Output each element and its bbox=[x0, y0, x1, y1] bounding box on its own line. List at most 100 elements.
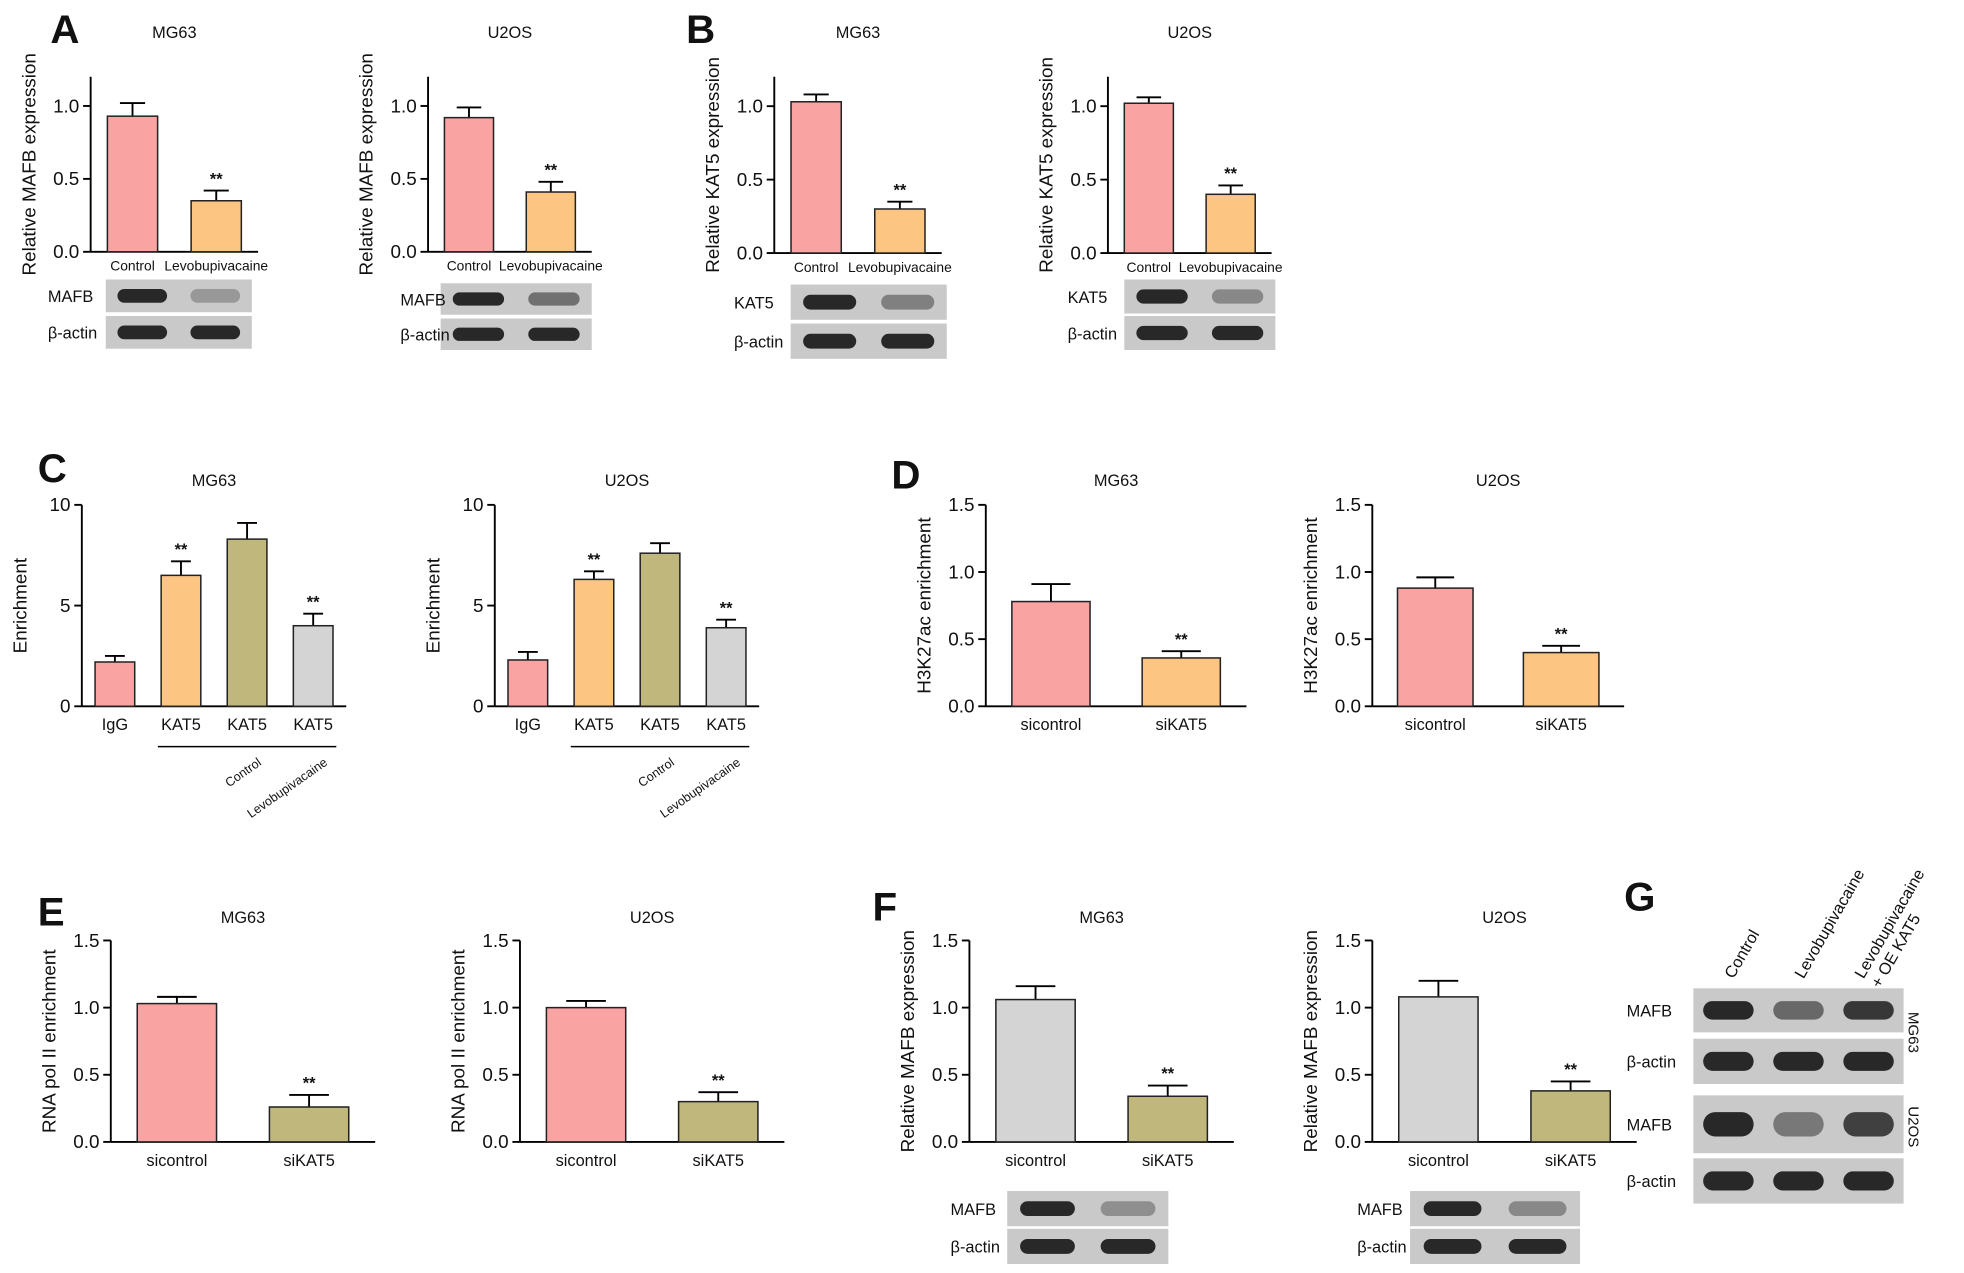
blot-band bbox=[1136, 289, 1188, 304]
blot-band bbox=[1423, 1239, 1482, 1254]
blot-band bbox=[803, 333, 857, 349]
blot-band bbox=[190, 288, 241, 303]
y-tick-label: 1.0 bbox=[1335, 998, 1361, 1019]
significance: ** bbox=[175, 541, 188, 559]
y-tick-label: 0.5 bbox=[948, 629, 974, 650]
chart-title: MG63 bbox=[836, 24, 881, 42]
bar bbox=[136, 1002, 218, 1143]
y-tick-label: 1.5 bbox=[1335, 495, 1361, 516]
blot-band bbox=[1100, 1239, 1156, 1254]
bar bbox=[1011, 600, 1091, 708]
y-tick-label: 1.5 bbox=[932, 931, 958, 952]
blot-row-label: β-actin bbox=[48, 325, 97, 343]
chart-title: U2OS bbox=[1167, 24, 1212, 42]
x-tick-label: siKAT5 bbox=[1155, 716, 1207, 734]
y-axis-label: Enrichment bbox=[423, 557, 444, 653]
x-tick-label: IgG bbox=[102, 716, 128, 734]
blot-band bbox=[1773, 1051, 1824, 1071]
blot-band bbox=[117, 325, 168, 340]
y-tick-label: 1.0 bbox=[737, 96, 763, 117]
y-tick-label: 0.0 bbox=[932, 1132, 958, 1153]
y-tick-label: 0.0 bbox=[482, 1132, 508, 1153]
y-tick-label: 1.0 bbox=[948, 562, 974, 583]
y-tick-label: 1.5 bbox=[482, 931, 508, 952]
blot-band bbox=[452, 327, 505, 341]
x-tick-label: KAT5 bbox=[293, 716, 333, 734]
y-tick-label: 0.5 bbox=[390, 169, 416, 190]
blot-row-label: MAFB bbox=[1627, 1003, 1673, 1021]
x-tick-label: siKAT5 bbox=[283, 1152, 335, 1170]
group-label: Control bbox=[636, 755, 677, 790]
y-tick-label: 0.0 bbox=[737, 243, 763, 264]
blot-row-label: MAFB bbox=[48, 288, 94, 306]
x-tick-label: siKAT5 bbox=[1142, 1152, 1194, 1170]
x-tick-label: KAT5 bbox=[706, 716, 746, 734]
significance: ** bbox=[1555, 626, 1568, 644]
y-tick-label: 1.0 bbox=[53, 96, 79, 117]
significance: ** bbox=[588, 551, 601, 569]
blot-band bbox=[1843, 1171, 1894, 1191]
panel-letter: D bbox=[891, 452, 920, 497]
panel-letter: F bbox=[872, 884, 897, 929]
y-tick-label: 0.5 bbox=[1335, 629, 1361, 650]
blot-row-label: β-actin bbox=[400, 327, 449, 345]
significance: ** bbox=[303, 1075, 316, 1093]
y-tick-label: 1.5 bbox=[73, 931, 99, 952]
significance: ** bbox=[1161, 1065, 1174, 1083]
x-tick-label: Control bbox=[447, 258, 492, 274]
bar bbox=[190, 200, 243, 253]
panel-letter: E bbox=[38, 889, 65, 934]
x-tick-label: siKAT5 bbox=[693, 1152, 745, 1170]
blot-band bbox=[1843, 1051, 1894, 1071]
y-tick-label: 0.0 bbox=[1070, 243, 1096, 264]
x-tick-label: siKAT5 bbox=[1545, 1152, 1597, 1170]
y-axis-label: Relative MAFB expression bbox=[1301, 930, 1322, 1152]
y-axis-label: RNA pol II enrichment bbox=[449, 949, 470, 1133]
y-tick-label: 0.0 bbox=[390, 242, 416, 263]
y-tick-label: 0.0 bbox=[73, 1132, 99, 1153]
significance: ** bbox=[1564, 1061, 1577, 1079]
y-axis-label: Relative MAFB expression bbox=[19, 53, 40, 275]
x-tick-label: sicontrol bbox=[1408, 1152, 1469, 1170]
y-tick-label: 0.5 bbox=[73, 1065, 99, 1086]
blot-band bbox=[1843, 1001, 1894, 1020]
y-tick-label: 1.0 bbox=[73, 998, 99, 1019]
x-tick-label: KAT5 bbox=[227, 716, 267, 734]
bar bbox=[1397, 996, 1479, 1143]
blot-band bbox=[1703, 1171, 1754, 1191]
x-tick-label: sicontrol bbox=[556, 1152, 617, 1170]
blot-row-label: β-actin bbox=[1627, 1054, 1676, 1072]
blot-band bbox=[190, 325, 241, 340]
blot-band bbox=[528, 292, 580, 306]
blot-band bbox=[1211, 289, 1264, 304]
blot-band bbox=[881, 333, 935, 349]
significance: ** bbox=[1175, 631, 1188, 649]
bar bbox=[160, 574, 202, 708]
y-tick-label: 0.5 bbox=[1335, 1065, 1361, 1086]
y-tick-label: 1.0 bbox=[1070, 96, 1096, 117]
y-tick-label: 0.0 bbox=[53, 242, 79, 263]
blot-band bbox=[1773, 1171, 1824, 1191]
y-axis-label: Relative MAFB expression bbox=[357, 53, 378, 275]
chart-title: MG63 bbox=[1079, 909, 1124, 927]
y-tick-label: 10 bbox=[50, 495, 71, 516]
bar bbox=[1127, 1095, 1209, 1143]
blot-band bbox=[1020, 1201, 1075, 1217]
bar bbox=[705, 626, 747, 708]
blot-band bbox=[1211, 325, 1264, 341]
bar bbox=[1522, 651, 1600, 708]
x-tick-label: Levobupivacaine bbox=[1179, 259, 1283, 275]
figure-body: A B C D E F G MG63 Relative MAFB expression 0.0 0.… bbox=[10, 7, 1928, 1265]
bar bbox=[1205, 193, 1256, 254]
y-tick-label: 0.5 bbox=[932, 1065, 958, 1086]
cell-line-label: U2OS bbox=[1905, 1106, 1922, 1147]
y-tick-label: 10 bbox=[462, 495, 483, 516]
bar bbox=[873, 208, 926, 254]
y-tick-label: 0.5 bbox=[53, 169, 79, 190]
x-tick-label: sicontrol bbox=[1405, 716, 1466, 734]
x-tick-label: sicontrol bbox=[146, 1152, 207, 1170]
y-tick-label: 5 bbox=[60, 596, 71, 617]
x-tick-label: siKAT5 bbox=[1535, 716, 1587, 734]
y-axis-label: RNA pol II enrichment bbox=[39, 949, 60, 1133]
bar bbox=[94, 661, 136, 708]
